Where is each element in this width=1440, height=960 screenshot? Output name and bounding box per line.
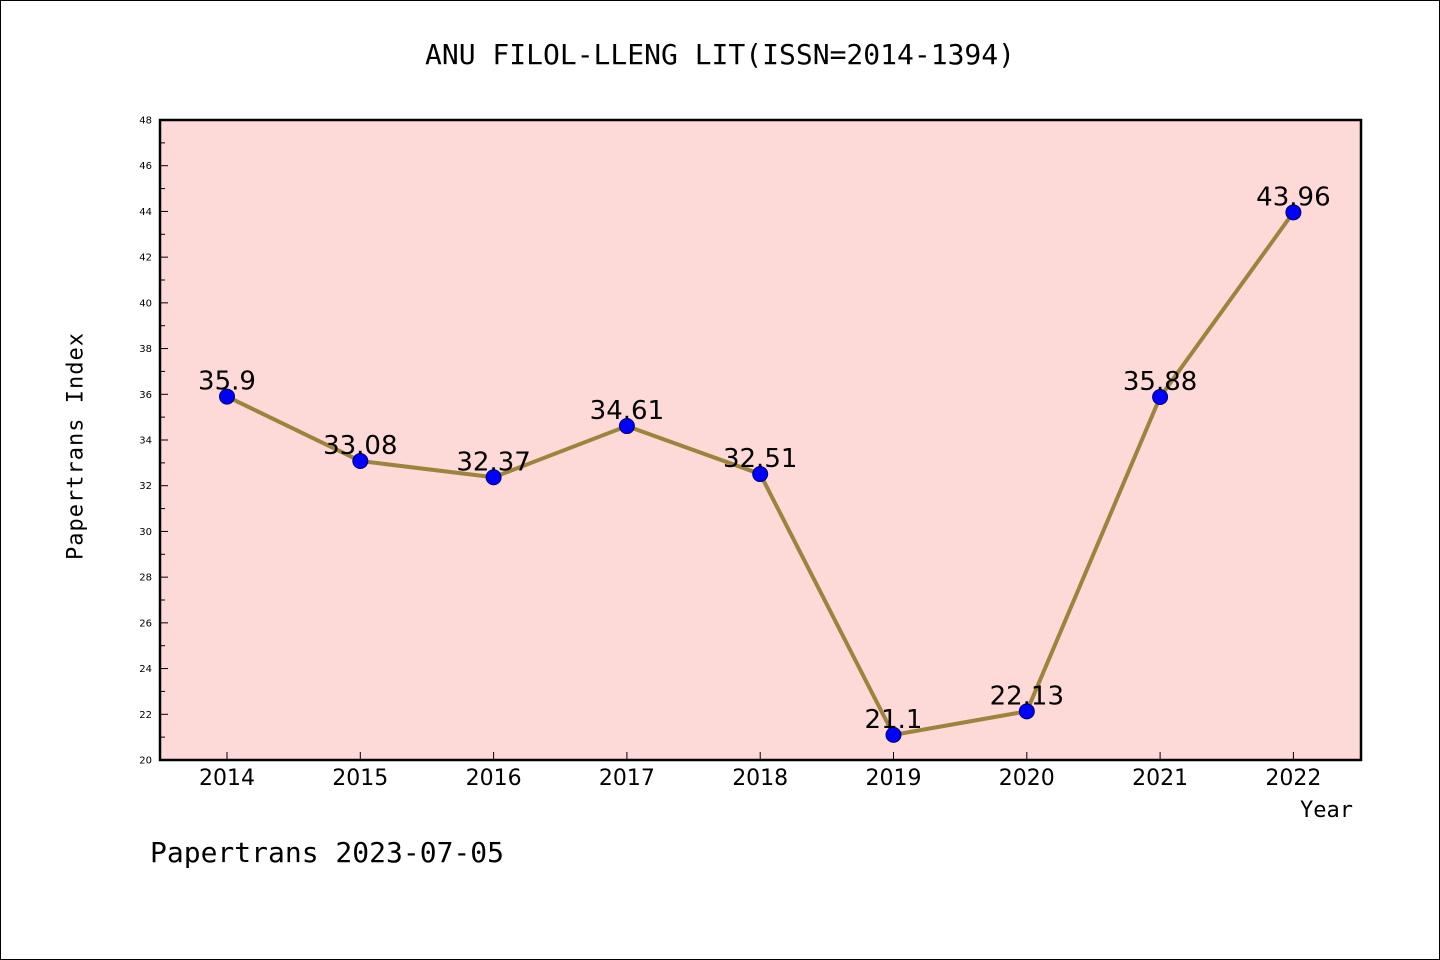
- y-tick-label: 30: [139, 527, 152, 538]
- x-tick-label: 2019: [866, 766, 922, 791]
- x-tick-label: 2016: [466, 766, 522, 791]
- data-label: 35.88: [1123, 367, 1197, 397]
- y-tick-label: 44: [139, 207, 152, 218]
- y-tick-label: 20: [139, 756, 152, 767]
- y-tick-label: 24: [139, 664, 152, 675]
- data-point: [485, 469, 502, 486]
- y-tick-label: 34: [139, 436, 152, 447]
- chart-title: ANU FILOL-LLENG LIT(ISSN=2014-1394): [424, 38, 1015, 71]
- x-tick-label: 2020: [999, 766, 1055, 791]
- data-point: [352, 453, 369, 470]
- data-label: 21.1: [865, 705, 923, 735]
- data-point: [618, 418, 635, 435]
- data-label: 33.08: [323, 431, 397, 461]
- data-points: [219, 204, 1302, 743]
- x-tick-label: 2014: [199, 766, 255, 791]
- data-label: 22.13: [990, 681, 1064, 711]
- x-tick-label: 2022: [1265, 766, 1321, 791]
- data-label: 34.61: [590, 396, 664, 426]
- y-tick-label: 38: [139, 344, 152, 355]
- x-tick-label: 2018: [732, 766, 788, 791]
- data-point: [1018, 703, 1035, 720]
- x-axis-label: Year: [1300, 798, 1353, 823]
- x-axis: 2014 2015 2016 2017 2018 2019 2020 2021 2022: [199, 752, 1321, 791]
- x-tick-label: 2015: [332, 766, 388, 791]
- y-tick-label: 46: [139, 161, 152, 172]
- data-point: [1285, 204, 1302, 221]
- y-tick-label: 22: [139, 710, 152, 721]
- y-tick-label: 28: [139, 573, 152, 584]
- data-point: [752, 466, 769, 483]
- y-axis: 20 22 24 26 28 30 32 34 36 38 40 42 44 46 48: [139, 116, 168, 767]
- x-tick-label: 2017: [599, 766, 655, 791]
- plot-area: [160, 120, 1361, 760]
- data-point: [885, 726, 902, 743]
- y-tick-label: 40: [139, 298, 152, 309]
- y-tick-label: 36: [139, 390, 152, 401]
- data-label: 32.51: [723, 444, 797, 474]
- footer-credit: Papertrans 2023-07-05: [150, 836, 505, 869]
- y-tick-label: 26: [139, 618, 152, 629]
- y-tick-label: 32: [139, 481, 152, 492]
- data-label: 32.37: [456, 447, 530, 477]
- y-tick-label: 42: [139, 253, 152, 264]
- x-tick-label: 2021: [1132, 766, 1188, 791]
- data-point: [1152, 389, 1169, 406]
- data-label: 43.96: [1256, 182, 1330, 212]
- y-tick-label: 48: [139, 116, 152, 127]
- data-label: 35.9: [198, 367, 256, 397]
- data-point: [219, 388, 235, 405]
- plot-border: [158, 118, 1363, 762]
- data-labels: 35.9 33.08 32.37 34.61 32.51 21.1 22.13 35.88 43…: [198, 182, 1331, 735]
